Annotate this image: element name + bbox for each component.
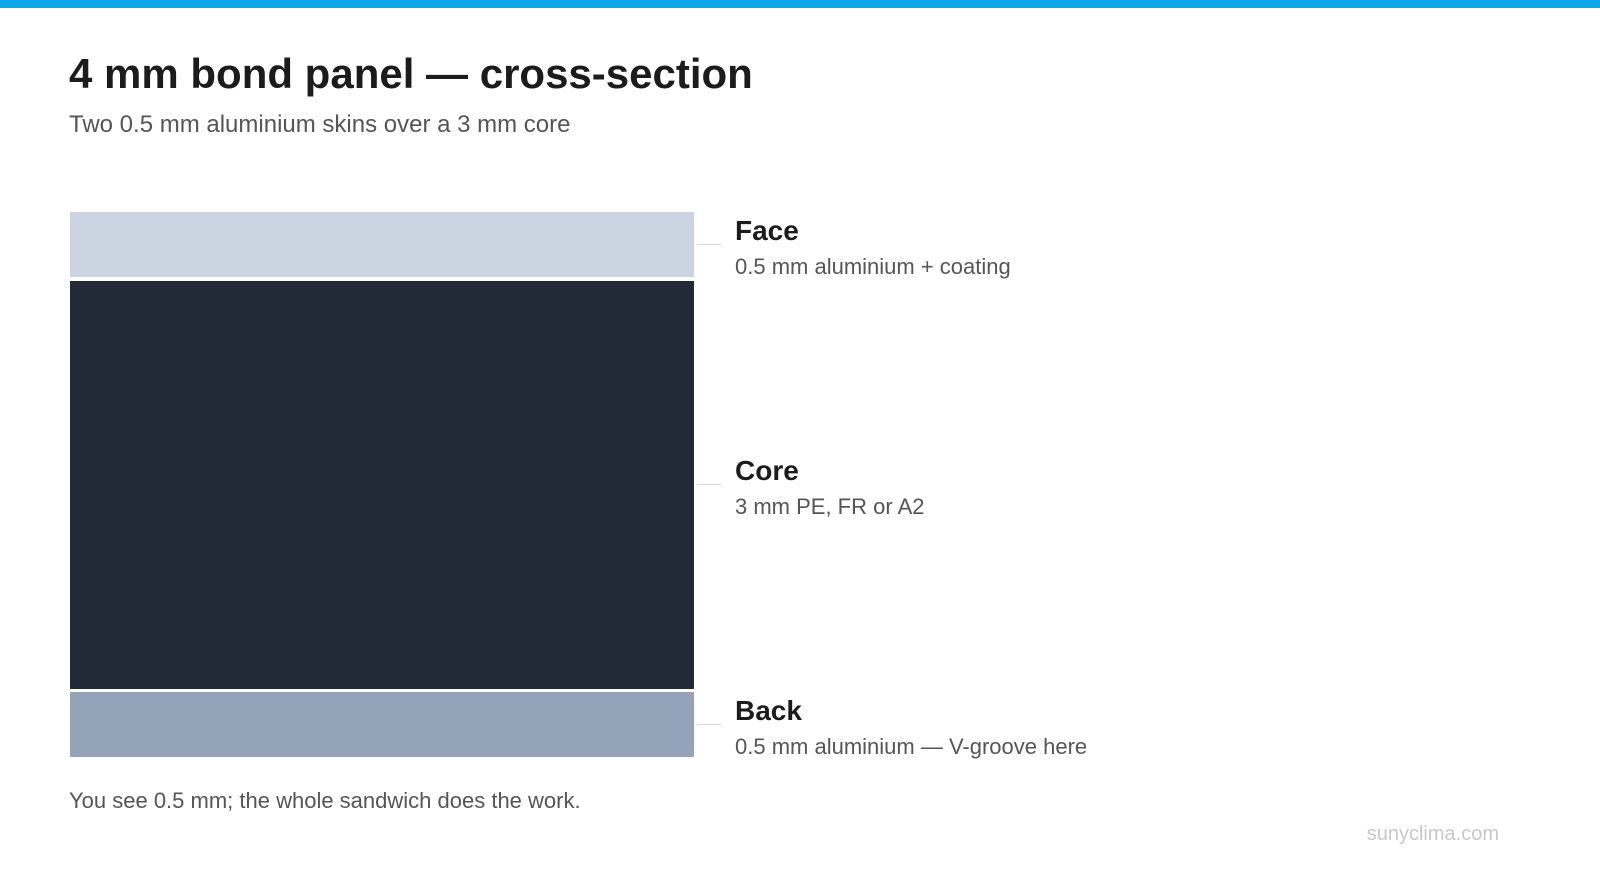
- layer-name: Back: [735, 695, 802, 726]
- back-layer: [70, 692, 694, 757]
- core-layer: [70, 281, 694, 689]
- top-bar: [0, 0, 1600, 8]
- watermark: sunyclima.com: [1366, 823, 1499, 845]
- subtitle: Two 0.5 mm aluminium skins over a 3 mm c…: [69, 111, 571, 138]
- layer-description: 0.5 mm aluminium + coating: [735, 254, 1011, 279]
- layer-description: 0.5 mm aluminium — V-groove here: [735, 734, 1088, 759]
- layer-name: Core: [735, 455, 799, 486]
- leader-line: [697, 724, 721, 725]
- leader-line: [697, 484, 721, 485]
- title: 4 mm bond panel — cross-section: [69, 50, 753, 97]
- layer-name: Face: [735, 215, 799, 246]
- leader-line: [697, 244, 721, 245]
- layer-description: 3 mm PE, FR or A2: [735, 494, 925, 519]
- note: You see 0.5 mm; the whole sandwich does …: [69, 788, 581, 813]
- face-layer: [70, 212, 694, 277]
